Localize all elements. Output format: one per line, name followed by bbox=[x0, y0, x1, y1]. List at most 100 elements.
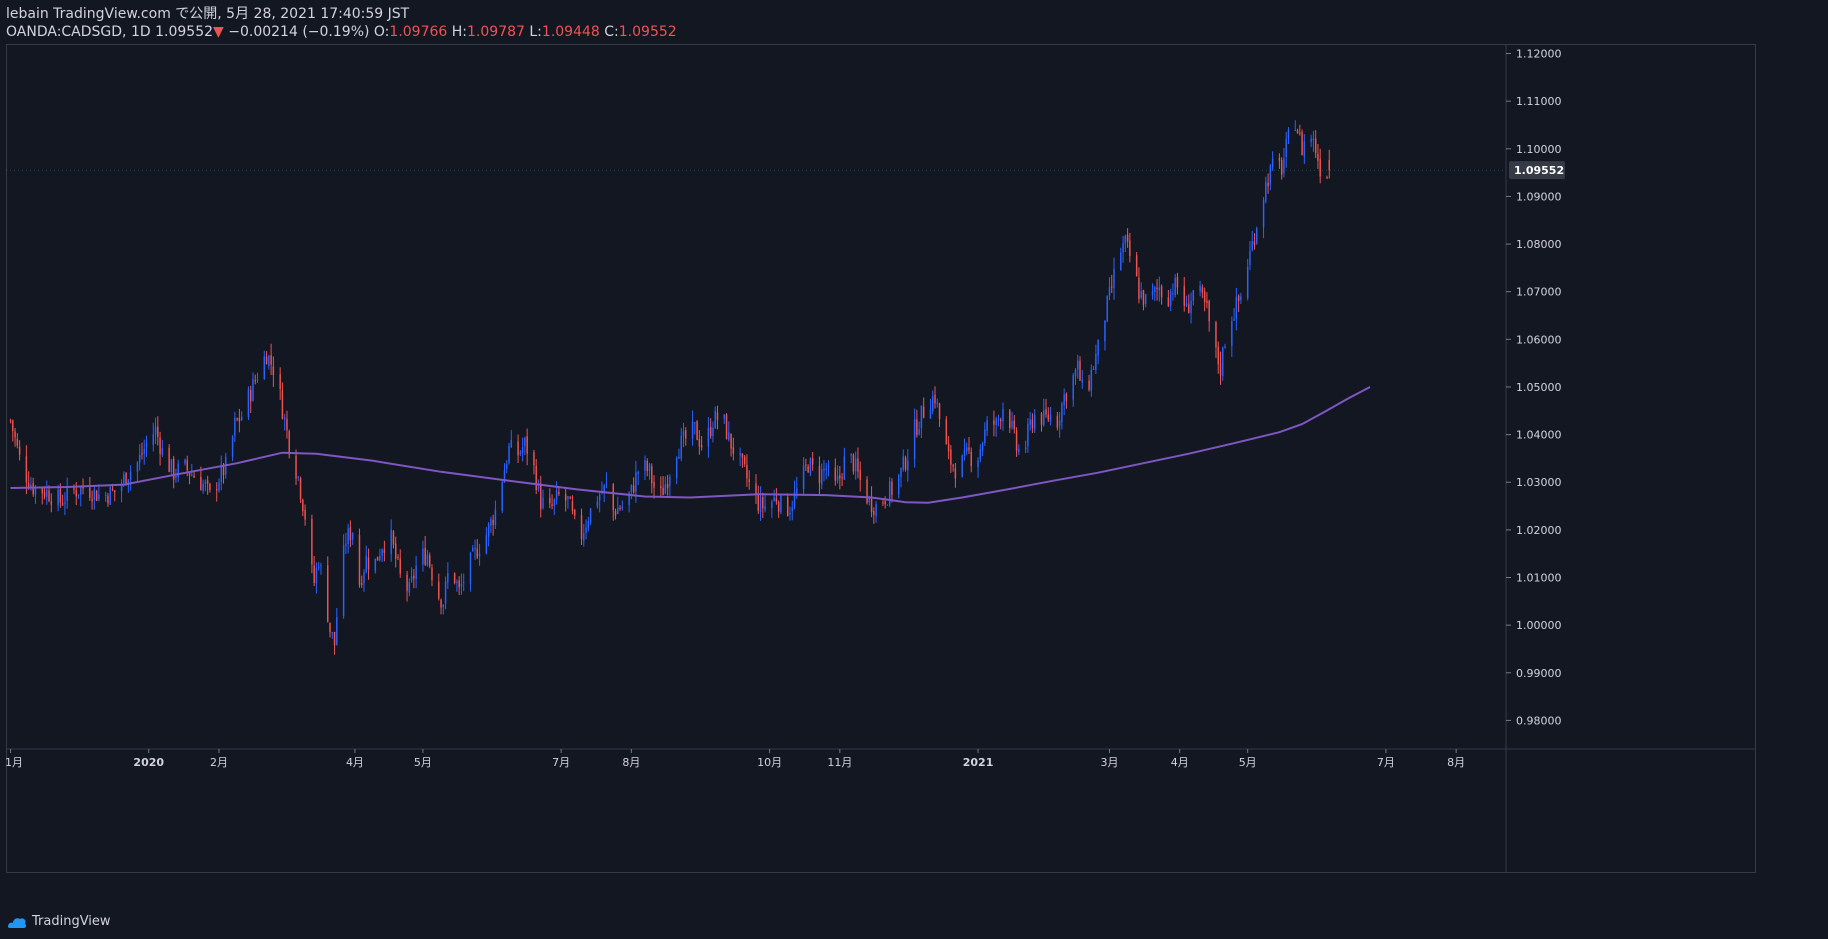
candle-body bbox=[1045, 409, 1047, 415]
candle-body bbox=[553, 499, 556, 506]
candle-body bbox=[1081, 379, 1084, 383]
candle-body bbox=[612, 484, 614, 511]
x-tick-label: 2020 bbox=[133, 756, 164, 769]
candle-body bbox=[549, 497, 551, 504]
candle-body bbox=[732, 447, 735, 454]
candle-body bbox=[218, 482, 220, 491]
candle-body bbox=[685, 430, 687, 439]
x-tick-label: 2021 bbox=[963, 756, 994, 769]
time-axis[interactable]: 11月 2020 2月 4月 5月 7月 8月 10月 11月 2021 3月 4月 5月 7月 8月 bbox=[6, 749, 1465, 769]
candle-body bbox=[1144, 294, 1147, 304]
candle-body bbox=[907, 460, 909, 471]
candle-body bbox=[567, 496, 569, 499]
candle-body bbox=[478, 553, 481, 557]
candle-body bbox=[1108, 286, 1111, 296]
candle-body bbox=[114, 490, 116, 493]
close-value: 1.09552 bbox=[618, 24, 677, 40]
candle-body bbox=[637, 471, 639, 475]
candle-body bbox=[222, 464, 225, 476]
candle-body bbox=[1056, 415, 1059, 428]
candle-body bbox=[299, 478, 302, 500]
candle-body bbox=[852, 454, 855, 472]
candle-body bbox=[678, 456, 680, 459]
last-price-label: 1.09552 bbox=[1514, 164, 1564, 177]
candle-body bbox=[1097, 339, 1099, 356]
candle-body bbox=[231, 436, 234, 457]
candle-body bbox=[558, 491, 560, 494]
candle-body bbox=[506, 464, 508, 469]
candle-body bbox=[1219, 362, 1222, 376]
candle-body bbox=[1199, 285, 1201, 292]
candle-body bbox=[1077, 360, 1079, 370]
candle-body bbox=[80, 486, 82, 495]
candle-body bbox=[1314, 138, 1317, 154]
candle-body bbox=[540, 483, 542, 510]
candle-body bbox=[1183, 286, 1185, 306]
candle-body bbox=[123, 474, 125, 483]
candle-body bbox=[723, 414, 726, 419]
chart-header: lebain TradingView.com で公開, 5月 28, 2021 … bbox=[6, 5, 677, 41]
candle-body bbox=[313, 565, 315, 584]
candle-body bbox=[1231, 321, 1233, 346]
candle-body bbox=[1217, 346, 1219, 365]
open-value: 1.09766 bbox=[389, 24, 448, 40]
candle-body bbox=[850, 453, 852, 456]
candle-body bbox=[922, 406, 925, 418]
candle-body bbox=[59, 488, 62, 503]
candle-body bbox=[413, 575, 415, 579]
candle-body bbox=[422, 548, 424, 565]
candle-body bbox=[424, 547, 426, 565]
low-value: 1.09448 bbox=[541, 24, 600, 40]
candle-body bbox=[1061, 403, 1063, 423]
candle-body bbox=[1326, 177, 1328, 179]
candle-body bbox=[662, 487, 664, 496]
candle-body bbox=[254, 380, 256, 382]
candle-body bbox=[1312, 138, 1315, 141]
price-chart[interactable]: 0.98000 0.99000 1.00000 1.01000 1.02000 1.030… bbox=[6, 44, 1756, 873]
candle-body bbox=[1169, 291, 1172, 306]
candle-body bbox=[127, 479, 130, 486]
candle-body bbox=[406, 574, 408, 591]
candle-body bbox=[839, 475, 841, 479]
candle-body bbox=[107, 495, 109, 504]
candle-body bbox=[476, 548, 479, 558]
tradingview-brand[interactable]: TradingView bbox=[32, 914, 111, 929]
candle-body bbox=[755, 483, 757, 495]
candle-body bbox=[234, 418, 236, 436]
x-tick-label: 2月 bbox=[210, 756, 228, 769]
candle-body bbox=[315, 567, 318, 584]
candle-body bbox=[1301, 131, 1303, 156]
candle-body bbox=[786, 497, 789, 516]
price-axis[interactable]: 0.98000 0.99000 1.00000 1.01000 1.02000 1.030… bbox=[1506, 48, 1565, 728]
candle-body bbox=[1265, 182, 1267, 202]
candle-body bbox=[1158, 287, 1161, 291]
candle-body bbox=[773, 496, 775, 501]
candle-body bbox=[138, 454, 141, 463]
candle-body bbox=[462, 582, 465, 584]
candle-body bbox=[494, 509, 497, 525]
y-tick-label: 1.12000 bbox=[1516, 48, 1562, 61]
candle-body bbox=[168, 447, 170, 472]
candle-body bbox=[161, 447, 164, 456]
candle-body bbox=[263, 356, 266, 379]
candle-body bbox=[249, 389, 252, 402]
candle-body bbox=[569, 497, 571, 500]
candle-body bbox=[682, 431, 685, 437]
candle-body bbox=[141, 453, 143, 455]
candle-body bbox=[1269, 165, 1272, 185]
candle-body bbox=[952, 465, 954, 467]
candle-body bbox=[186, 460, 189, 471]
candle-body bbox=[333, 632, 336, 646]
candle-body bbox=[1233, 319, 1235, 321]
y-tick-label: 1.06000 bbox=[1516, 333, 1562, 346]
candle-body bbox=[954, 468, 957, 479]
y-tick-label: 1.00000 bbox=[1516, 619, 1562, 632]
symbol-name[interactable]: OANDA:CADSGD, 1D bbox=[6, 24, 151, 40]
candle-body bbox=[1049, 414, 1052, 422]
candle-body bbox=[349, 527, 352, 541]
candle-body bbox=[938, 403, 941, 419]
candle-body bbox=[399, 558, 401, 574]
candle-body bbox=[979, 449, 982, 460]
candle-body bbox=[777, 502, 780, 512]
candle-body bbox=[789, 512, 791, 515]
